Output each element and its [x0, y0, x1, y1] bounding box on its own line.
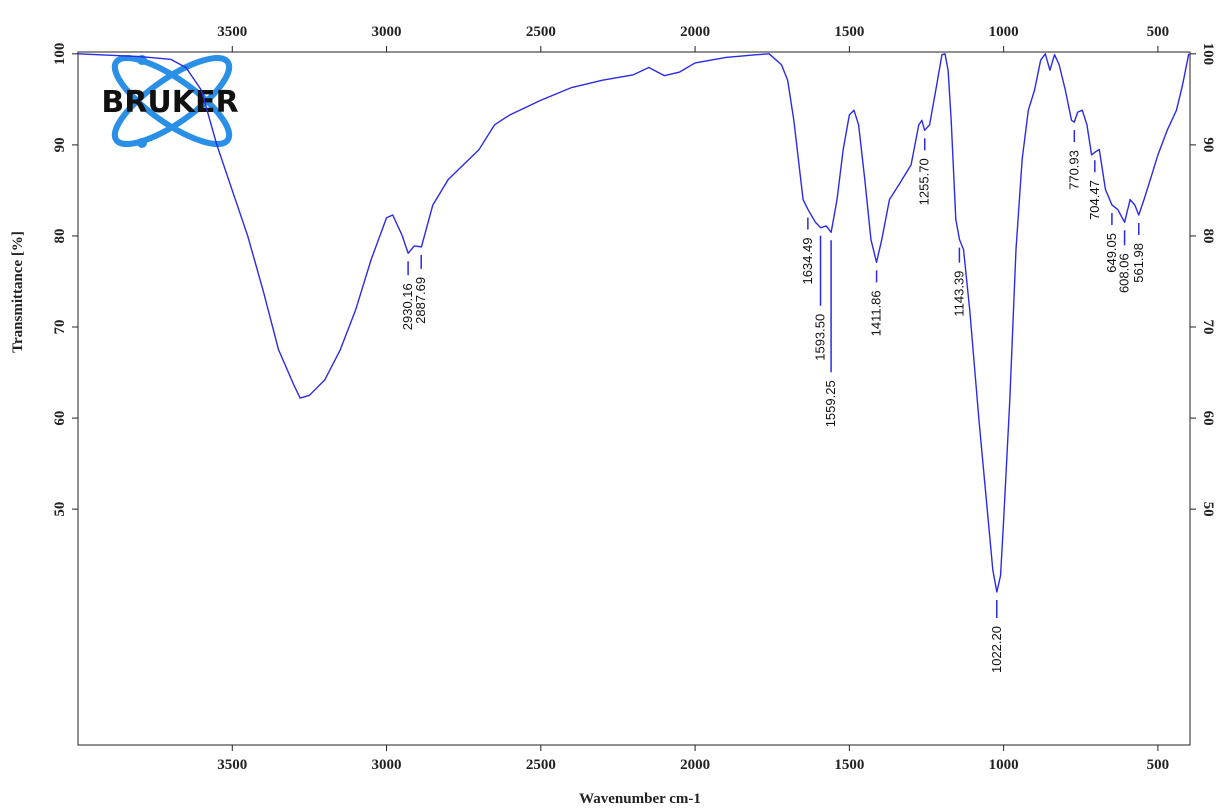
y-tick-label: 70 [1200, 320, 1216, 335]
plot-frame [77, 51, 1191, 746]
peak-label: 1022.20 [989, 626, 1004, 673]
y-tick-label: 90 [52, 137, 68, 152]
x-tick-label: 2500 [526, 24, 556, 40]
peak-label: 1634.49 [800, 238, 815, 285]
x-tick-label: 500 [1147, 24, 1170, 40]
logo: BRUKER [101, 55, 239, 148]
x-tick-label: 2500 [526, 757, 556, 773]
logo-orbit [111, 55, 233, 147]
x-tick-label: 3500 [217, 24, 247, 40]
peak-label: 2930.16 [400, 283, 415, 330]
x-tick-label: 2000 [680, 24, 710, 40]
y-axis-label: Transmittance [%] [10, 231, 26, 353]
peak-label: 704.47 [1087, 180, 1102, 220]
x-tick-label: 2000 [680, 757, 710, 773]
x-tick-label: 500 [1147, 757, 1170, 773]
x-tick-label: 1000 [989, 24, 1019, 40]
logo-orbit [111, 55, 233, 147]
peak-label: 1255.70 [917, 158, 932, 205]
y-tick-label: 100 [1200, 43, 1216, 66]
peak-label: 1593.50 [813, 314, 828, 361]
x-tick-label: 1500 [834, 24, 864, 40]
logo-text: BRUKER [101, 85, 238, 120]
y-tick-label: 60 [1200, 411, 1216, 426]
peak-label: 2887.69 [413, 277, 428, 324]
peak-label: 1559.25 [823, 380, 838, 427]
y-tick-label: 90 [1200, 137, 1216, 152]
peak-label: 649.05 [1104, 233, 1119, 273]
y-tick-label: 70 [52, 320, 68, 335]
peak-label: 561.98 [1131, 243, 1146, 283]
y-tick-label: 80 [52, 228, 68, 243]
x-tick-label: 1000 [989, 757, 1019, 773]
x-axis-label: Wavenumber cm-1 [579, 791, 701, 807]
x-tick-label: 3000 [372, 24, 402, 40]
spectrum-line [77, 53, 1190, 593]
y-tick-label: 100 [52, 43, 68, 66]
peak-label: 770.93 [1066, 150, 1081, 190]
y-tick-label: 50 [52, 502, 68, 517]
y-tick-label: 80 [1200, 228, 1216, 243]
x-tick-label: 1500 [834, 757, 864, 773]
y-tick-label: 50 [1200, 502, 1216, 517]
y-tick-label: 60 [52, 411, 68, 426]
x-tick-label: 3000 [372, 757, 402, 773]
x-tick-label: 3500 [217, 757, 247, 773]
peak-label: 608.06 [1117, 253, 1132, 293]
peak-label: 1411.86 [869, 290, 884, 336]
peak-label: 1143.39 [951, 271, 966, 317]
logo-dot [137, 138, 147, 148]
